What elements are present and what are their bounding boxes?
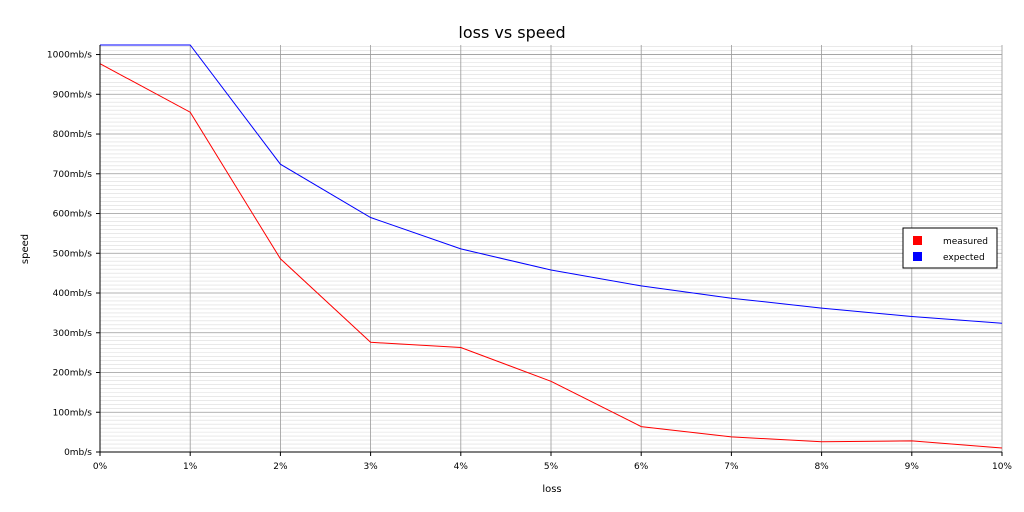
- x-axis-label: loss: [542, 484, 561, 495]
- x-tick-label: 3%: [363, 462, 378, 472]
- legend-label-measured: measured: [943, 237, 988, 247]
- y-tick-label: 800mb/s: [53, 130, 93, 140]
- y-tick-label: 100mb/s: [53, 408, 93, 418]
- series-line-expected: [100, 44, 1003, 324]
- x-tick-label: 4%: [454, 462, 469, 472]
- y-axis-label: speed: [20, 234, 31, 264]
- y-tick-label: 0mb/s: [64, 448, 92, 458]
- x-tick-label: 5%: [544, 462, 559, 472]
- x-tick-label: 0%: [93, 462, 108, 472]
- y-tick-label: 900mb/s: [53, 90, 93, 100]
- x-tick-label: 7%: [724, 462, 739, 472]
- y-tick-label: 300mb/s: [53, 329, 93, 339]
- x-tick-label: 6%: [634, 462, 649, 472]
- series-line-measured: [99, 63, 1003, 449]
- x-tick-label: 1%: [183, 462, 198, 472]
- x-tick-label: 10%: [992, 462, 1012, 472]
- legend-swatch-measured: [913, 236, 922, 245]
- x-tick-label: 2%: [273, 462, 288, 472]
- series-lines: [99, 44, 1003, 449]
- y-tick-label: 600mb/s: [53, 210, 93, 220]
- y-tick-label: 400mb/s: [53, 289, 93, 299]
- y-tick-label: 500mb/s: [53, 249, 93, 259]
- x-tick-labels: 0% 1% 2% 3% 4% 5% 6% 7% 8% 9% 10%: [93, 452, 1012, 472]
- chart-title: loss vs speed: [458, 23, 565, 42]
- legend: measured expected: [902, 227, 998, 269]
- legend-swatch-expected: [913, 252, 922, 261]
- legend-box: [902, 227, 998, 269]
- x-tick-label: 9%: [905, 462, 920, 472]
- y-tick-label: 200mb/s: [53, 369, 93, 379]
- y-tick-label: 1000mb/s: [47, 51, 92, 61]
- y-tick-labels: 0mb/s 100mb/s 200mb/s 300mb/s 400mb/s 500mb/s…: [47, 51, 100, 458]
- legend-label-expected: expected: [943, 253, 985, 263]
- x-tick-label: 8%: [814, 462, 829, 472]
- y-tick-label: 700mb/s: [53, 170, 93, 180]
